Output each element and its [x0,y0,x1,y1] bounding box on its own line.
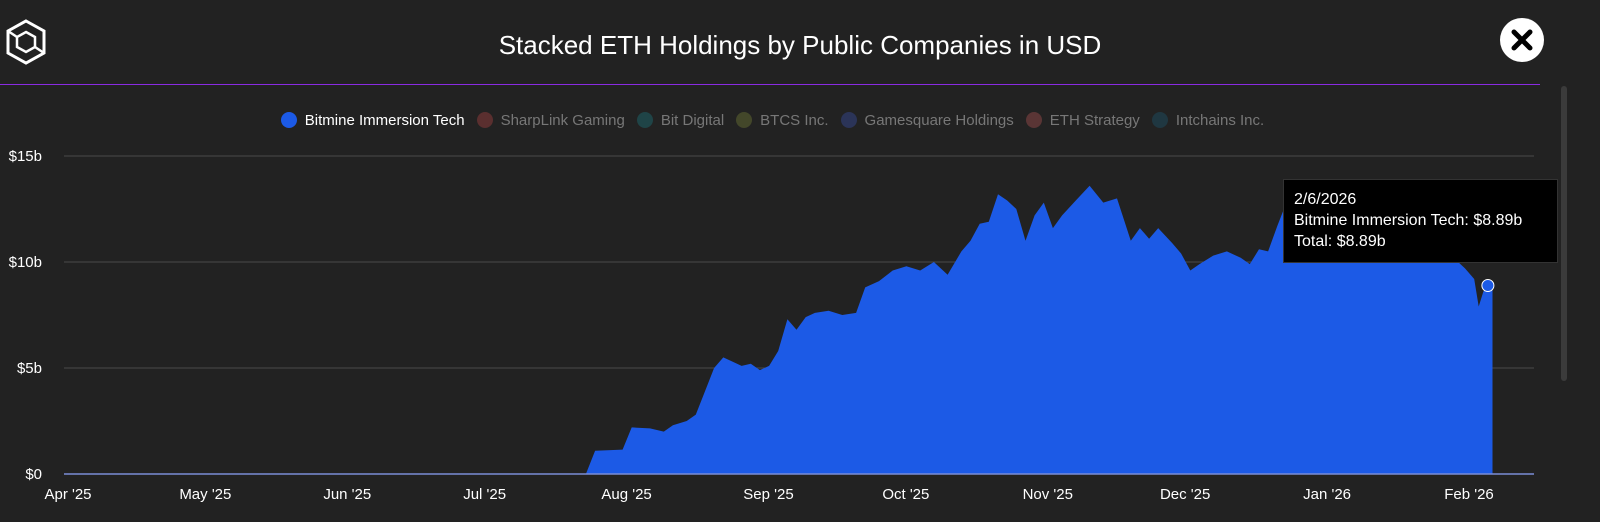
x-tick-label: Feb '26 [1444,486,1494,503]
x-tick-label: Dec '25 [1160,486,1210,503]
legend-item-5[interactable]: ETH Strategy [1025,112,1140,129]
legend-dot-icon [736,112,753,128]
cube-logo-icon [6,19,46,65]
legend-dot-icon [1151,112,1168,128]
chart-tooltip: 2/6/2026 Bitmine Immersion Tech: $8.89b … [1283,179,1558,263]
x-tick-label: Nov '25 [1023,486,1073,503]
x-tick-label: Aug '25 [601,486,651,503]
x-tick-label: Jun '25 [323,486,371,503]
chart-header: Stacked ETH Holdings by Public Companies… [0,0,1544,85]
chart-legend: Bitmine Immersion Tech SharpLink Gaming Bi… [0,112,1545,129]
legend-item-4[interactable]: Gamesquare Holdings [840,112,1014,129]
legend-dot-icon [636,112,653,128]
legend-dot-icon [1025,112,1042,128]
close-icon [1511,29,1533,51]
legend-item-3[interactable]: BTCS Inc. [736,112,829,129]
page-title: Stacked ETH Holdings by Public Companies… [498,30,1102,60]
close-button[interactable] [1500,18,1544,62]
legend-item-6[interactable]: Intchains Inc. [1151,112,1265,129]
legend-dot-icon [280,112,297,128]
scrollbar[interactable] [1561,86,1567,381]
legend-dot-icon [476,112,493,128]
legend-label: Bit Digital [660,112,725,129]
legend-item-0[interactable]: Bitmine Immersion Tech [280,112,465,129]
legend-dot-icon [840,112,857,128]
legend-label: BTCS Inc. [760,112,829,129]
x-tick-label: Sep '25 [743,486,793,503]
area-series-0 [64,181,1493,474]
x-tick-label: Jan '26 [1303,486,1351,503]
x-tick-label: Apr '25 [44,486,91,503]
tooltip-date: 2/6/2026 [1294,191,1357,208]
x-tick-label: Jul '25 [463,486,506,503]
y-tick-label: $10b [9,254,42,271]
legend-label: ETH Strategy [1049,112,1140,129]
tooltip-series-value: Bitmine Immersion Tech: $8.89b [1294,212,1523,229]
legend-item-2[interactable]: Bit Digital [636,112,725,129]
y-tick-label: $0 [25,466,42,483]
legend-label: Gamesquare Holdings [864,112,1014,129]
hover-point-marker [1481,279,1495,293]
y-tick-label: $5b [17,360,42,377]
tooltip-total: Total: $8.89b [1294,233,1386,250]
legend-label: SharpLink Gaming [500,112,625,129]
legend-label: Bitmine Immersion Tech [304,112,465,129]
legend-label: Intchains Inc. [1175,112,1265,129]
y-tick-label: $15b [9,148,42,165]
x-tick-label: May '25 [179,486,231,503]
legend-item-1[interactable]: SharpLink Gaming [476,112,625,129]
x-tick-label: Oct '25 [882,486,929,503]
